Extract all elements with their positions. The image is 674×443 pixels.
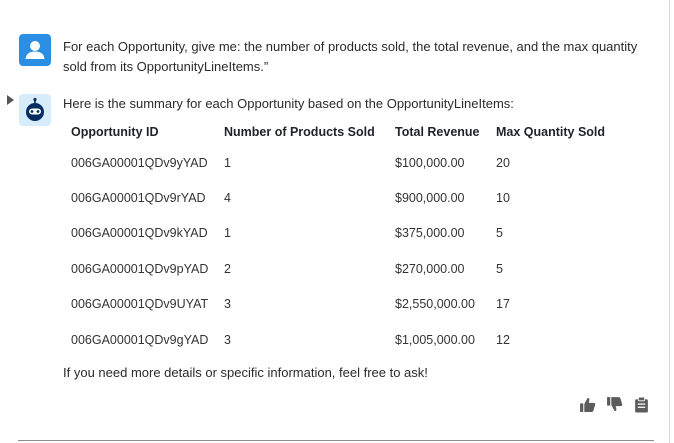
- header-total-revenue: Total Revenue: [395, 125, 480, 139]
- cell-number-of-products: 1: [224, 155, 231, 170]
- bot-icon: [26, 97, 44, 121]
- message-actions: [579, 396, 650, 413]
- header-number-of-products: Number of Products Sold: [224, 125, 375, 139]
- bot-footer-text: If you need more details or specific inf…: [63, 365, 428, 380]
- cell-opportunity-id: 006GA00001QDv9UYAT: [71, 297, 209, 312]
- cell-max-quantity: 5: [496, 226, 503, 241]
- cell-opportunity-id: 006GA00001QDv9yYAD: [71, 155, 208, 170]
- table-header-row: Opportunity ID Number of Products Sold T…: [66, 119, 624, 145]
- cell-number-of-products: 4: [224, 191, 231, 206]
- table-row: 006GA00001QDv9yYAD 1 $100,000.00 20: [66, 145, 624, 180]
- cell-total-revenue: $1,005,000.00: [395, 332, 475, 347]
- cell-total-revenue: $375,000.00: [395, 226, 465, 241]
- cell-number-of-products: 3: [224, 332, 231, 347]
- thumbs-down-icon[interactable]: [606, 396, 623, 413]
- cell-number-of-products: 3: [224, 297, 231, 312]
- user-message: For each Opportunity, give me: the numbe…: [63, 39, 638, 74]
- thumbs-up-icon[interactable]: [579, 396, 596, 413]
- user-avatar: [19, 34, 51, 66]
- cell-number-of-products: 2: [224, 261, 231, 276]
- cell-number-of-products: 1: [224, 226, 231, 241]
- header-max-quantity: Max Quantity Sold: [496, 125, 606, 139]
- table-row: 006GA00001QDv9gYAD 3 $1,005,000.00 12: [66, 322, 624, 357]
- table-row: 006GA00001QDv9UYAT 3 $2,550,000.00 17: [66, 287, 624, 322]
- cell-total-revenue: $2,550,000.00: [395, 297, 475, 312]
- caret-right-icon[interactable]: [7, 95, 14, 105]
- bot-intro-text: Here is the summary for each Opportunity…: [63, 96, 514, 111]
- bot-avatar: [19, 94, 51, 126]
- opportunity-summary-table: Opportunity ID Number of Products Sold T…: [66, 119, 624, 357]
- cell-total-revenue: $900,000.00: [395, 191, 465, 206]
- cell-max-quantity: 5: [496, 261, 503, 276]
- cell-max-quantity: 10: [496, 191, 510, 206]
- header-opportunity-id: Opportunity ID: [71, 125, 159, 139]
- cell-total-revenue: $270,000.00: [395, 261, 465, 276]
- panel-right-border: [669, 0, 670, 443]
- cell-opportunity-id: 006GA00001QDv9pYAD: [71, 261, 209, 276]
- clipboard-icon[interactable]: [633, 396, 650, 413]
- input-divider: [18, 440, 654, 441]
- user-icon: [25, 41, 45, 59]
- cell-max-quantity: 12: [496, 332, 510, 347]
- cell-max-quantity: 20: [496, 155, 510, 170]
- cell-max-quantity: 17: [496, 297, 510, 312]
- table-row: 006GA00001QDv9kYAD 1 $375,000.00 5: [66, 216, 624, 251]
- table-row: 006GA00001QDv9rYAD 4 $900,000.00 10: [66, 180, 624, 215]
- cell-opportunity-id: 006GA00001QDv9kYAD: [71, 226, 208, 241]
- table-row: 006GA00001QDv9pYAD 2 $270,000.00 5: [66, 251, 624, 286]
- cell-opportunity-id: 006GA00001QDv9gYAD: [71, 332, 209, 347]
- cell-total-revenue: $100,000.00: [395, 155, 465, 170]
- cell-opportunity-id: 006GA00001QDv9rYAD: [71, 191, 206, 206]
